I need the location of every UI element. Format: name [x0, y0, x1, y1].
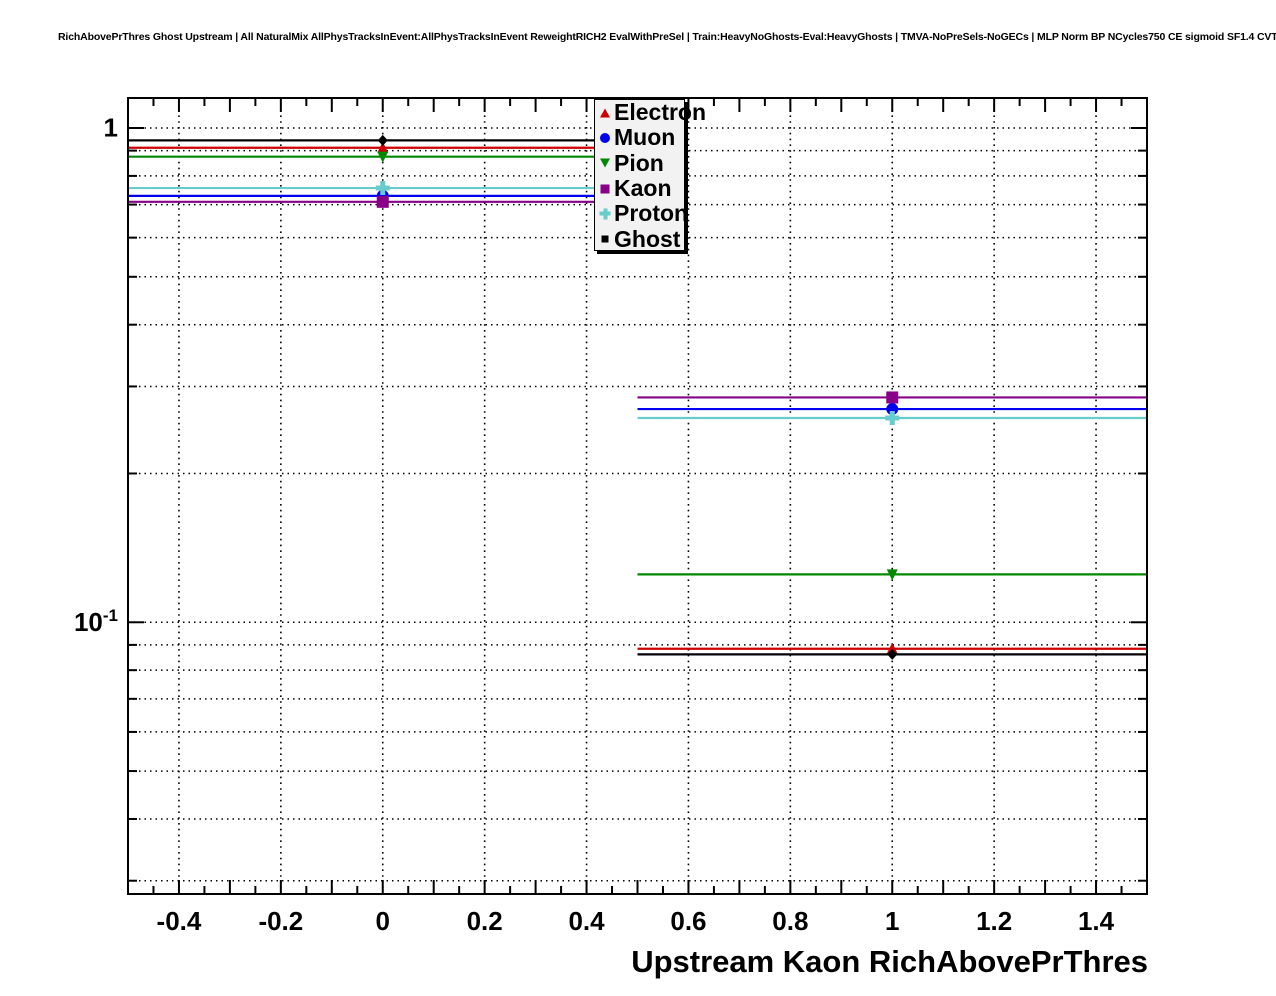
x-tick-label: -0.4 — [156, 906, 202, 936]
legend-entry-ghost[interactable]: Ghost — [595, 226, 684, 251]
cross-icon — [597, 201, 613, 226]
legend-entry-pion[interactable]: Pion — [595, 151, 684, 176]
legend-label: Proton — [614, 200, 689, 227]
y-tick-label: 1 — [103, 112, 118, 143]
x-tick-label: 0 — [375, 906, 390, 936]
plot-title: RichAbovePrThres Ghost Upstream | All Na… — [58, 31, 1276, 43]
y-tick-label: 10-1 — [73, 606, 118, 638]
legend-label: Kaon — [614, 175, 672, 202]
x-tick-label: 0.6 — [670, 906, 707, 936]
x-tick-label: 1.4 — [1077, 906, 1115, 936]
diamond-icon — [597, 227, 613, 252]
legend-label: Pion — [614, 149, 664, 176]
legend-entry-proton[interactable]: Proton — [595, 201, 688, 226]
legend-entry-muon[interactable]: Muon — [595, 125, 684, 150]
x-tick-label: 0.8 — [772, 906, 809, 936]
legend-entry-electron[interactable]: Electron — [595, 100, 706, 125]
plot-frame — [127, 97, 1148, 895]
legend: Electron Muon Pion Kaon Proton Ghost — [594, 99, 706, 251]
legend-label: Muon — [614, 124, 676, 151]
square-icon — [597, 176, 613, 201]
legend-entry-kaon[interactable]: Kaon — [595, 176, 684, 201]
circle-icon — [597, 125, 613, 150]
legend-label: Electron — [614, 99, 707, 126]
x-tick-label: 1.2 — [976, 906, 1013, 936]
x-tick-label: 1 — [885, 906, 900, 936]
x-tick-label: 0.2 — [466, 906, 503, 936]
x-axis-title: Upstream Kaon RichAbovePrThres — [631, 944, 1148, 979]
x-tick-label: 0.4 — [568, 906, 605, 936]
legend-label: Ghost — [614, 225, 681, 252]
x-tick-label: -0.2 — [258, 906, 304, 936]
triangle-up-icon — [597, 100, 613, 125]
triangle-down-icon — [597, 151, 613, 176]
